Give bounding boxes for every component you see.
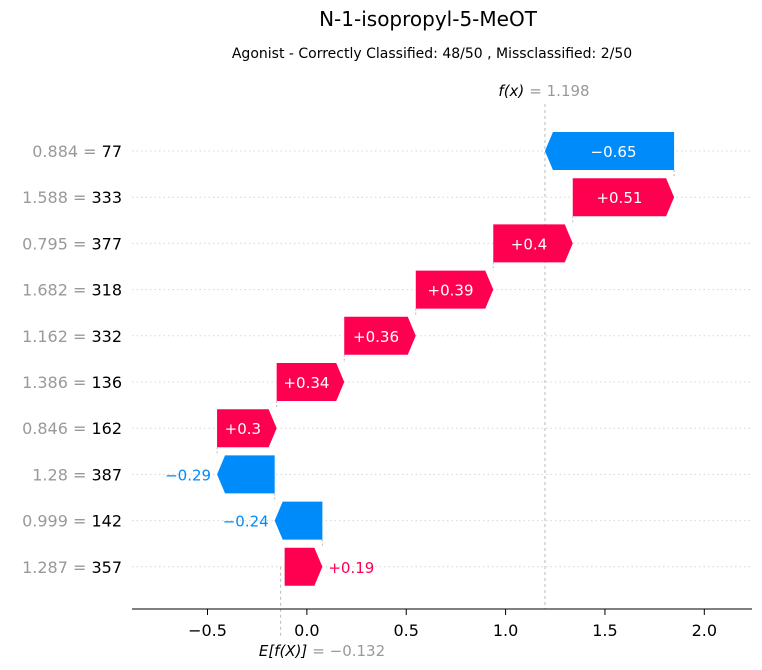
feature-name: 136 bbox=[91, 373, 122, 392]
x-tick-label: 1.0 bbox=[493, 621, 518, 640]
feature-name: 318 bbox=[91, 281, 122, 300]
feature-value: 0.846 = bbox=[22, 419, 91, 438]
bar-value-label: −0.65 bbox=[591, 143, 637, 161]
bar-value-label: +0.3 bbox=[225, 420, 261, 438]
feature-label: 1.682 = 318 bbox=[22, 281, 122, 300]
positive-bar bbox=[572, 178, 675, 217]
bar-value-label: +0.19 bbox=[328, 559, 374, 577]
feature-value: 0.795 = bbox=[22, 234, 91, 253]
bar-value-label: +0.4 bbox=[511, 235, 547, 253]
feature-name: 77 bbox=[102, 142, 122, 161]
x-axis-ticks: −0.5 0.0 0.5 1.0 1.5 2.0 bbox=[188, 609, 717, 640]
feature-value: 1.287 = bbox=[22, 558, 91, 577]
x-tick-label: 0.0 bbox=[294, 621, 319, 640]
feature-label: 0.846 = 162 bbox=[22, 419, 122, 438]
feature-label: 1.287 = 357 bbox=[22, 558, 122, 577]
feature-value: 1.588 = bbox=[22, 188, 91, 207]
chart-subtitle: Agonist - Correctly Classified: 48/50 , … bbox=[232, 46, 632, 62]
feature-labels: 0.884 = 77 −0.65 1.588 = 333 +0.51 0.795 = 3… bbox=[22, 142, 642, 577]
fx-value: = 1.198 bbox=[529, 82, 589, 100]
feature-name: 333 bbox=[91, 188, 122, 207]
negative-bar bbox=[544, 132, 675, 170]
bar-value-label: +0.36 bbox=[353, 328, 399, 346]
feature-name: 332 bbox=[91, 327, 122, 346]
feature-label: 0.795 = 377 bbox=[22, 234, 122, 253]
feature-value: 0.884 = bbox=[32, 142, 101, 161]
x-tick-label: 0.5 bbox=[394, 621, 419, 640]
negative-bar bbox=[274, 501, 323, 540]
x-tick-label: 2.0 bbox=[692, 621, 717, 640]
feature-value: 1.28 = bbox=[32, 465, 91, 484]
x-tick-label: −0.5 bbox=[188, 621, 227, 640]
feature-label: 0.884 = 77 bbox=[32, 142, 122, 161]
feature-label: 1.386 = 136 bbox=[22, 373, 122, 392]
bars bbox=[217, 132, 675, 586]
fx-label: f(x) bbox=[498, 82, 524, 100]
positive-bar bbox=[344, 316, 416, 355]
positive-bar bbox=[217, 409, 277, 448]
feature-value: 1.386 = bbox=[22, 373, 91, 392]
chart-title: N-1-isopropyl-5-MeOT bbox=[319, 7, 538, 31]
expected-value-value: = −0.132 bbox=[312, 642, 385, 660]
feature-label: 1.28 = 387 bbox=[32, 465, 122, 484]
feature-name: 357 bbox=[91, 558, 122, 577]
feature-name: 142 bbox=[91, 512, 122, 531]
expected-value-label: E[f(X)] bbox=[259, 642, 308, 660]
feature-name: 162 bbox=[91, 419, 122, 438]
bar-value-label: −0.24 bbox=[223, 513, 269, 531]
fx-annotation: f(x) = 1.198 bbox=[498, 82, 589, 100]
feature-value: 1.162 = bbox=[22, 327, 91, 346]
feature-label: 0.999 = 142 bbox=[22, 512, 122, 531]
positive-bar bbox=[276, 363, 345, 401]
reference-lines bbox=[216, 104, 675, 638]
bar-value-label: +0.34 bbox=[283, 374, 329, 392]
positive-bar bbox=[415, 270, 494, 309]
feature-label: 1.162 = 332 bbox=[22, 327, 122, 346]
expected-value-annotation: E[f(X)] = −0.132 bbox=[259, 642, 385, 660]
bar-value-label: −0.29 bbox=[165, 466, 211, 484]
feature-value: 0.999 = bbox=[22, 512, 91, 531]
feature-name: 377 bbox=[91, 234, 122, 253]
feature-label: 1.588 = 333 bbox=[22, 188, 122, 207]
positive-bar bbox=[493, 224, 573, 263]
feature-value: 1.682 = bbox=[22, 281, 91, 300]
negative-bar bbox=[217, 455, 275, 494]
bar-value-label: +0.39 bbox=[428, 282, 474, 300]
x-tick-label: 1.5 bbox=[592, 621, 617, 640]
bar-value-label: +0.51 bbox=[596, 189, 642, 207]
positive-bar bbox=[284, 547, 323, 586]
feature-name: 387 bbox=[91, 465, 122, 484]
